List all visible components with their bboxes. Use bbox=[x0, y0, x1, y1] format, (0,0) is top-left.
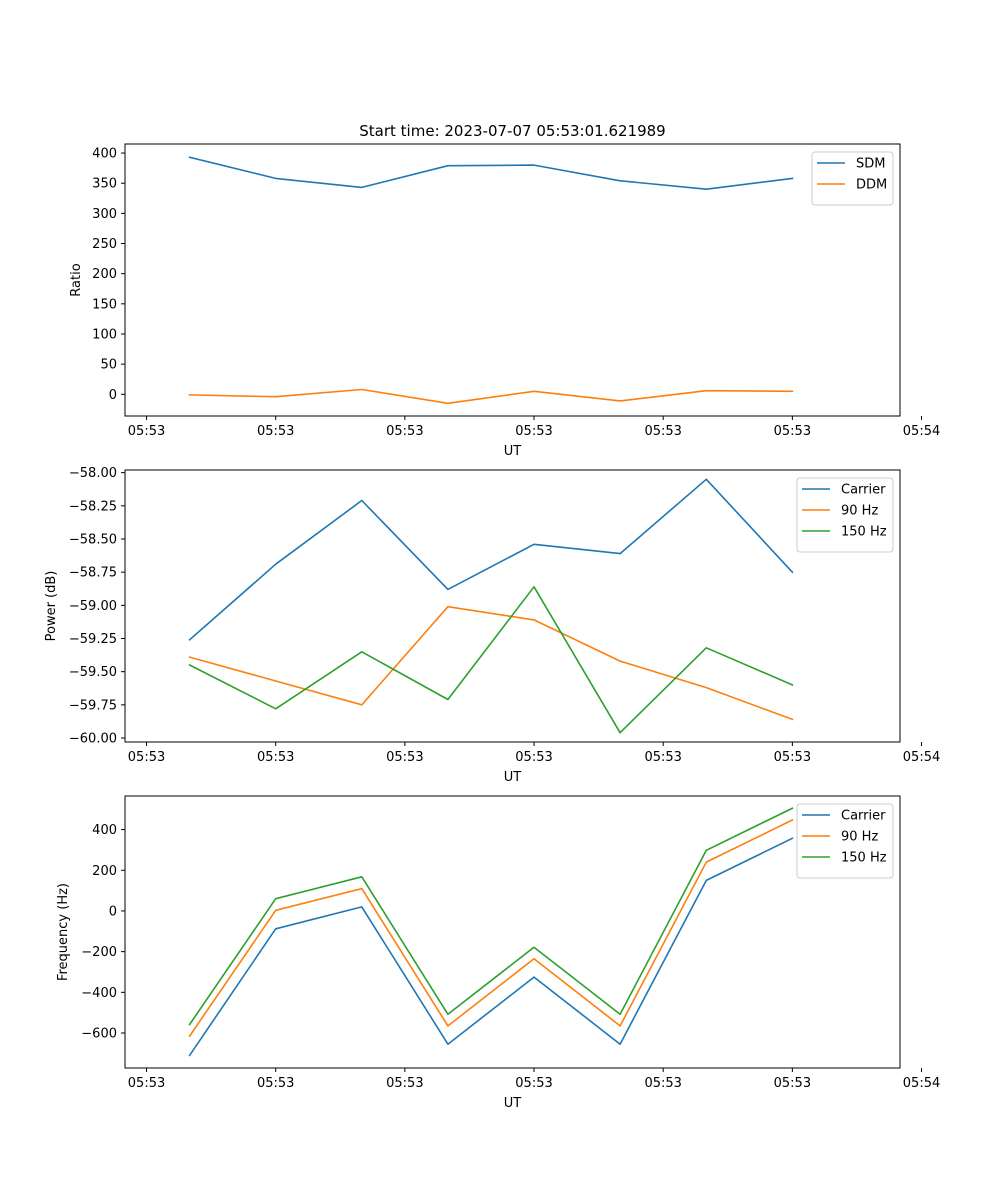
ratio-x-tick-label: 05:53 bbox=[386, 424, 423, 439]
ratio-x-tick-label: 05:53 bbox=[515, 424, 552, 439]
frequency-x-tick-label: 05:54 bbox=[903, 1076, 940, 1091]
ratio-x-tick-label: 05:53 bbox=[774, 424, 811, 439]
power-legend-box bbox=[796, 477, 894, 553]
frequency-legend-box bbox=[796, 803, 894, 879]
ratio-y-tick-label: 400 bbox=[92, 147, 117, 162]
power-plot-frame bbox=[124, 469, 901, 743]
ratio-x-tick-label: 05:53 bbox=[128, 424, 165, 439]
power-series-line bbox=[188, 605, 794, 721]
ratio-y-tick-label: 150 bbox=[92, 297, 117, 312]
power-x-tick-label: 05:53 bbox=[386, 750, 423, 765]
frequency-series-line bbox=[188, 818, 794, 1038]
ratio-x-tick-label: 05:53 bbox=[257, 424, 294, 439]
frequency-x-tick-label: 05:53 bbox=[644, 1076, 681, 1091]
power-x-tick-label: 05:53 bbox=[257, 750, 294, 765]
frequency-x-tick-label: 05:53 bbox=[515, 1076, 552, 1091]
power-series-line bbox=[188, 478, 794, 641]
power-y-tick-label: −60.00 bbox=[69, 732, 117, 747]
ratio-y-tick-label: 200 bbox=[92, 267, 117, 282]
ratio-y-tick-label: 50 bbox=[100, 358, 117, 373]
power-x-tick-label: 05:54 bbox=[903, 750, 940, 765]
power-x-tick-label: 05:53 bbox=[774, 750, 811, 765]
frequency-series-line bbox=[188, 807, 794, 1026]
frequency-y-axis-label: Frequency (Hz) bbox=[56, 883, 71, 981]
power-x-tick-label: 05:53 bbox=[128, 750, 165, 765]
power-y-tick-label: −59.25 bbox=[69, 632, 117, 647]
power-x-axis-label: UT bbox=[504, 770, 522, 785]
frequency-x-tick-label: 05:53 bbox=[257, 1076, 294, 1091]
ratio-x-tick-label: 05:53 bbox=[644, 424, 681, 439]
frequency-legend-label: 90 Hz bbox=[841, 830, 878, 845]
ratio-y-tick-label: 300 bbox=[92, 207, 117, 222]
ratio-y-tick-label: 350 bbox=[92, 177, 117, 192]
ratio-legend-label: DDM bbox=[856, 178, 887, 193]
power-x-tick-label: 05:53 bbox=[644, 750, 681, 765]
frequency-x-axis-label: UT bbox=[504, 1096, 522, 1111]
power-series-line bbox=[188, 585, 794, 734]
ratio-y-tick-label: 100 bbox=[92, 327, 117, 342]
ratio-y-tick-label: 0 bbox=[109, 388, 117, 403]
ratio-series-line bbox=[188, 156, 794, 190]
frequency-x-tick-label: 05:53 bbox=[386, 1076, 423, 1091]
ratio-legend-label: SDM bbox=[856, 157, 885, 172]
power-chart: 05:53 05:53 05:53 05:53 05:53 05:53 05:54 −60.0… bbox=[44, 466, 940, 785]
power-y-tick-label: −59.50 bbox=[69, 665, 117, 680]
power-y-tick-label: −58.00 bbox=[69, 466, 117, 481]
power-x-tick-label: 05:53 bbox=[515, 750, 552, 765]
frequency-x-tick-label: 05:53 bbox=[774, 1076, 811, 1091]
frequency-y-tick-label: −600 bbox=[81, 1027, 117, 1042]
frequency-legend-label: 150 Hz bbox=[841, 851, 887, 866]
ratio-x-axis-label: UT bbox=[504, 444, 522, 459]
ratio-x-tick-label: 05:54 bbox=[903, 424, 940, 439]
frequency-series-line bbox=[188, 837, 794, 1057]
ratio-y-tick-label: 250 bbox=[92, 237, 117, 252]
ratio-chart: 05:53 05:53 05:53 05:53 05:53 05:53 05:54 0 50 10… bbox=[69, 143, 940, 459]
frequency-y-tick-label: 400 bbox=[92, 823, 117, 838]
frequency-x-tick-label: 05:53 bbox=[128, 1076, 165, 1091]
power-legend-label: 90 Hz bbox=[841, 504, 878, 519]
power-legend-label: Carrier bbox=[841, 483, 886, 498]
frequency-chart: 05:53 05:53 05:53 05:53 05:53 05:53 05:54 −600 −… bbox=[56, 795, 940, 1111]
frequency-y-tick-label: −200 bbox=[81, 945, 117, 960]
figure-title: Start time: 2023-07-07 05:53:01.621989 bbox=[359, 122, 665, 140]
frequency-y-tick-label: 200 bbox=[92, 864, 117, 879]
ratio-legend-box bbox=[811, 151, 894, 206]
power-y-tick-label: −58.50 bbox=[69, 532, 117, 547]
power-y-axis-label: Power (dB) bbox=[44, 571, 59, 642]
power-y-tick-label: −59.75 bbox=[69, 698, 117, 713]
ratio-series-line bbox=[188, 388, 794, 405]
power-y-tick-label: −58.75 bbox=[69, 566, 117, 581]
power-legend-label: 150 Hz bbox=[841, 525, 887, 540]
frequency-plot-frame bbox=[124, 795, 901, 1069]
power-y-tick-label: −58.25 bbox=[69, 499, 117, 514]
frequency-y-tick-label: −400 bbox=[81, 986, 117, 1001]
power-y-tick-label: −59.00 bbox=[69, 599, 117, 614]
ratio-plot-frame bbox=[124, 143, 901, 417]
frequency-y-tick-label: 0 bbox=[109, 904, 117, 919]
frequency-legend-label: Carrier bbox=[841, 809, 886, 824]
ratio-y-axis-label: Ratio bbox=[69, 263, 84, 296]
